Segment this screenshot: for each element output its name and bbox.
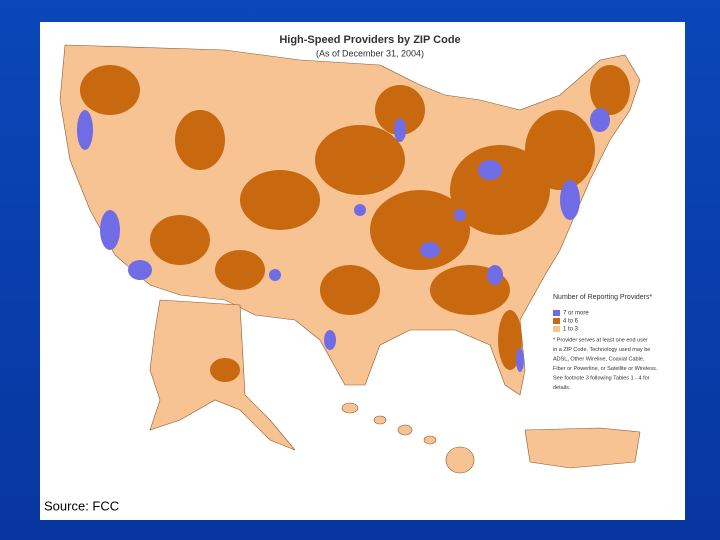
legend-swatch [553, 310, 560, 316]
map-title: High-Speed Providers by ZIP Code [279, 34, 460, 46]
blue-areas [77, 108, 610, 372]
map-subtitle: (As of December 31, 2004) [316, 48, 424, 58]
orange-areas [80, 65, 630, 370]
legend-title: Number of Reporting Providers* [553, 294, 652, 301]
legend-label: 1 to 3 [563, 327, 579, 333]
note-line: Fiber or Powerline, or Satellite or Wire… [553, 366, 658, 372]
legend: 7 or more 4 to 6 1 to 3 [553, 310, 589, 333]
note-line: details. [553, 385, 571, 391]
legend-label: 4 to 6 [563, 319, 579, 325]
legend-swatch [553, 326, 560, 332]
hawaii [341, 402, 475, 474]
note-line: ADSL, Other Wireline, Coaxial Cable, [553, 356, 645, 362]
puerto-rico [524, 427, 641, 469]
source: Source: FCC [44, 498, 119, 513]
note: * Provider serves at least one end user i… [553, 337, 658, 391]
note-line: See footnote 3 following Tables 1 - 4 fo… [553, 375, 650, 381]
map-image [59, 44, 641, 474]
legend-label: 7 or more [563, 311, 589, 317]
legend-swatch [553, 318, 560, 324]
alaska-area [210, 358, 240, 382]
note-line: in a ZIP Code. Technology used may be [553, 347, 650, 353]
note-line: * Provider serves at least one end user [553, 337, 648, 343]
